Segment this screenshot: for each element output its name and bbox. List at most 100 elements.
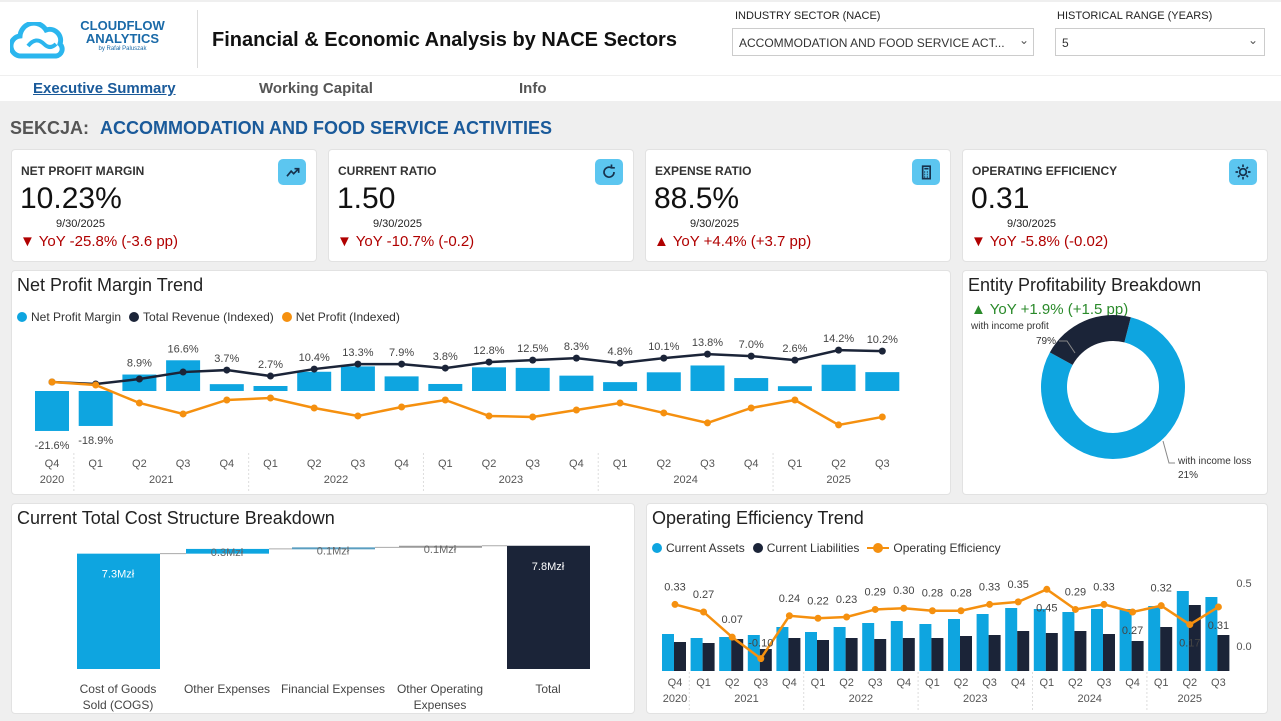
assets-bar xyxy=(1119,609,1132,671)
slice-pct: 79% xyxy=(1036,336,1056,347)
data-label: 0.33 xyxy=(664,581,685,593)
revenue-point xyxy=(529,356,537,364)
efficiency-point xyxy=(1214,603,1222,611)
range-label: HISTORICAL RANGE (YEARS) xyxy=(1057,10,1213,22)
x-tick-label: Q1 xyxy=(88,458,103,470)
x-tick-label: Q4 xyxy=(569,458,584,470)
data-label: 3.7% xyxy=(214,353,239,365)
margin-bar xyxy=(209,384,244,391)
kpi-value: 10.23% xyxy=(20,182,122,215)
legend-profit[interactable]: Net Profit (Indexed) xyxy=(295,310,400,324)
calculator-icon[interactable] xyxy=(912,159,940,185)
data-label: 0.1Mzł xyxy=(424,544,457,556)
range-dropdown[interactable]: 5 ⌄ xyxy=(1055,28,1265,56)
efficiency-point xyxy=(1100,600,1108,608)
revenue-point xyxy=(135,375,143,383)
profit-line xyxy=(51,380,883,427)
profit-point xyxy=(835,421,843,429)
x-tick-label: Q1 xyxy=(438,458,453,470)
year-label: 2024 xyxy=(1077,693,1101,705)
margin-bar xyxy=(777,386,812,391)
waterfall-bar xyxy=(77,553,160,669)
data-label: 0.22 xyxy=(807,595,828,607)
assets-bar xyxy=(1176,591,1189,671)
x-tick-label: Q2 xyxy=(1068,677,1083,689)
profit-point xyxy=(135,399,143,407)
liabilities-bar xyxy=(1017,631,1030,671)
data-label: 12.5% xyxy=(517,343,548,355)
legend-assets[interactable]: Current Assets xyxy=(666,541,745,555)
legend-efficiency[interactable]: Operating Efficiency xyxy=(893,541,1001,555)
page-title: Financial & Economic Analysis by NACE Se… xyxy=(212,29,677,51)
kpi-date: 9/30/2025 xyxy=(1007,218,1056,230)
waterfall-bar xyxy=(507,545,590,669)
net-profit-trend-card: Net Profit Margin Trend Net Profit Margi… xyxy=(11,270,951,495)
year-label: 2023 xyxy=(499,474,523,486)
data-label: 7.0% xyxy=(739,339,764,351)
x-tick-label: Q3 xyxy=(525,458,540,470)
x-tick-label: Q2 xyxy=(839,677,854,689)
year-label: 2020 xyxy=(40,474,64,486)
x-category-label: Other Expenses xyxy=(184,682,270,696)
tab-info[interactable]: Info xyxy=(519,80,547,97)
legend-margin[interactable]: Net Profit Margin xyxy=(31,310,122,324)
sector-label: INDUSTRY SECTOR (NACE) xyxy=(735,10,881,22)
assets-bar xyxy=(976,614,989,671)
x-tick-label: Q2 xyxy=(482,458,497,470)
assets-bar xyxy=(1091,609,1103,671)
profit-point xyxy=(398,403,406,411)
slice-pct: 21% xyxy=(1178,470,1198,481)
leader-line xyxy=(1059,340,1076,354)
kpi-label: CURRENT RATIO xyxy=(338,164,437,178)
data-label: 0.29 xyxy=(1065,586,1086,598)
y-axis-tick: 0.0 xyxy=(1236,641,1251,653)
trend-up-icon[interactable] xyxy=(278,159,306,185)
liabilities-bar xyxy=(674,642,686,671)
assets-bar xyxy=(890,621,903,671)
data-label: 0.29 xyxy=(864,586,885,598)
margin-bar xyxy=(472,367,506,391)
section-name: ACCOMMODATION AND FOOD SERVICE ACTIVITIE… xyxy=(100,118,553,138)
revenue-point xyxy=(441,364,449,372)
data-label: 0.32 xyxy=(1150,583,1171,595)
down-triangle-icon: ▼ xyxy=(337,233,352,250)
profit-point xyxy=(572,406,580,414)
efficiency-point xyxy=(843,613,851,621)
margin-bar xyxy=(340,366,375,391)
x-tick-label: Q1 xyxy=(1154,677,1169,689)
liabilities-bar xyxy=(1217,635,1230,671)
data-label: 13.3% xyxy=(342,347,373,359)
x-tick-label: Q2 xyxy=(307,458,322,470)
profit-point xyxy=(223,396,231,404)
legend-liabilities[interactable]: Current Liabilities xyxy=(766,541,860,555)
entity-profitability-card: Entity Profitability Breakdown ▲ YoY +1.… xyxy=(962,270,1268,495)
kpi-card: CURRENT RATIO 1.50 9/30/2025 ▼ YoY -10.7… xyxy=(328,149,634,262)
efficiency-point xyxy=(785,612,793,620)
tab-executive-summary[interactable]: Executive Summary xyxy=(33,80,176,97)
x-tick-label: Q4 xyxy=(1125,677,1140,689)
down-triangle-icon: ▼ xyxy=(20,233,35,250)
assets-bar xyxy=(1148,606,1161,671)
sector-dropdown[interactable]: ACCOMMODATION AND FOOD SERVICE ACT... ⌄ xyxy=(732,28,1034,56)
legend-revenue[interactable]: Total Revenue (Indexed) xyxy=(143,310,274,324)
profit-point xyxy=(704,419,711,427)
data-label: 0.33 xyxy=(1093,581,1114,593)
year-label: 2021 xyxy=(149,474,173,486)
refresh-icon[interactable] xyxy=(595,159,623,185)
kpi-date: 9/30/2025 xyxy=(690,218,739,230)
margin-bar xyxy=(384,376,419,391)
efficiency-point xyxy=(1129,608,1137,616)
x-tick-label: Q1 xyxy=(925,677,940,689)
x-tick-label: Q2 xyxy=(656,458,671,470)
tab-working-capital[interactable]: Working Capital xyxy=(259,80,373,97)
slice-label: with income loss xyxy=(1177,456,1251,467)
data-label: 0.28 xyxy=(922,588,943,600)
x-tick-label: Q3 xyxy=(868,677,883,689)
data-label: 7.9% xyxy=(389,347,414,359)
gear-icon[interactable] xyxy=(1229,159,1257,185)
chart-title: Operating Efficiency Trend xyxy=(652,508,864,528)
x-tick-label: Q2 xyxy=(725,677,740,689)
revenue-line xyxy=(51,348,883,386)
profit-point xyxy=(878,413,886,421)
kpi-yoy: YoY -25.8% (-3.6 pp) xyxy=(38,233,179,250)
